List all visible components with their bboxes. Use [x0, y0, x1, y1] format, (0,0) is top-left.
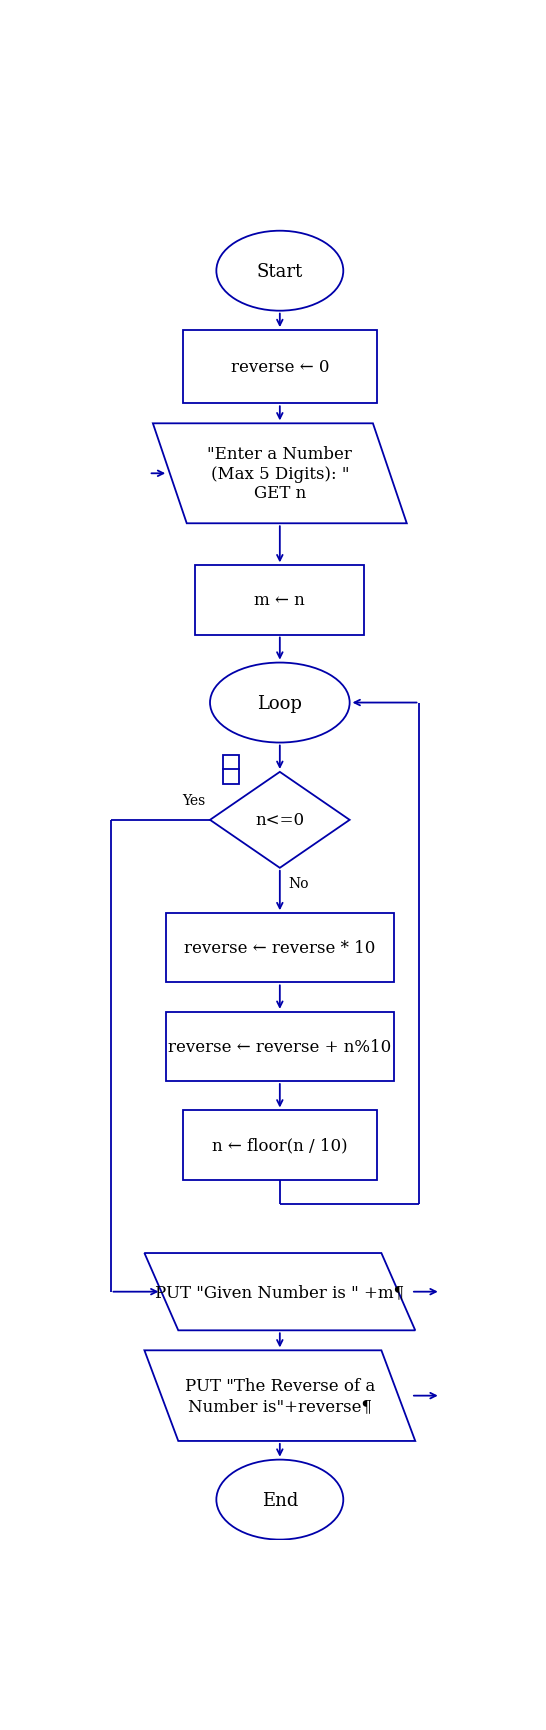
Bar: [182, 330, 377, 405]
Text: m ← n: m ← n: [254, 592, 305, 609]
Text: "Enter a Number
(Max 5 Digits): "
GET n: "Enter a Number (Max 5 Digits): " GET n: [207, 446, 352, 502]
Text: PUT "Given Number is " +m¶: PUT "Given Number is " +m¶: [155, 1284, 405, 1301]
Text: End: End: [262, 1491, 298, 1509]
Text: n<=0: n<=0: [256, 811, 304, 829]
Text: PUT "The Reverse of a
Number is"+reverse¶: PUT "The Reverse of a Number is"+reverse…: [185, 1377, 375, 1413]
Text: No: No: [288, 877, 309, 891]
Text: Yes: Yes: [182, 792, 206, 806]
Text: reverse ← reverse + n%10: reverse ← reverse + n%10: [168, 1038, 391, 1055]
Text: Loop: Loop: [257, 694, 302, 713]
Bar: [165, 913, 394, 983]
Text: n ← floor(n / 10): n ← floor(n / 10): [212, 1137, 348, 1154]
Text: reverse ← reverse * 10: reverse ← reverse * 10: [184, 939, 376, 957]
Bar: [165, 1012, 394, 1081]
Bar: [195, 566, 365, 635]
Text: reverse ← 0: reverse ← 0: [230, 358, 329, 375]
Text: Start: Start: [257, 263, 303, 280]
Bar: [223, 754, 239, 784]
Bar: [182, 1111, 377, 1180]
